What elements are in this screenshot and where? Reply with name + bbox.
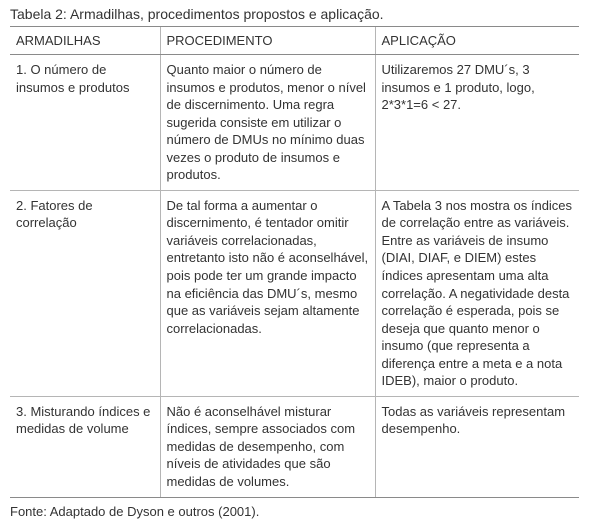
col-header-aplicacao: APLICAÇÃO [375, 27, 579, 55]
table-source: Fonte: Adaptado de Dyson e outros (2001)… [10, 504, 579, 519]
cell-armadilha: 2. Fatores de correlação [10, 190, 160, 396]
col-header-procedimento: PROCEDIMENTO [160, 27, 375, 55]
table-row: 2. Fatores de correlação De tal forma a … [10, 190, 579, 396]
table-header-row: ARMADILHAS PROCEDIMENTO APLICAÇÃO [10, 27, 579, 55]
pitfalls-table: ARMADILHAS PROCEDIMENTO APLICAÇÃO 1. O n… [10, 26, 579, 498]
cell-aplicacao: A Tabela 3 nos mostra os índices de corr… [375, 190, 579, 396]
cell-aplicacao: Utilizaremos 27 DMU´s, 3 insumos e 1 pro… [375, 55, 579, 191]
cell-procedimento: Não é aconselhável misturar índices, sem… [160, 396, 375, 497]
cell-procedimento: De tal forma a aumentar o discernimento,… [160, 190, 375, 396]
table-container: Tabela 2: Armadilhas, procedimentos prop… [0, 0, 589, 529]
table-row: 1. O número de insumos e produtos Quanto… [10, 55, 579, 191]
cell-aplicacao: Todas as variáveis representam desempenh… [375, 396, 579, 497]
col-header-armadilhas: ARMADILHAS [10, 27, 160, 55]
cell-armadilha: 1. O número de insumos e produtos [10, 55, 160, 191]
cell-procedimento: Quanto maior o número de insumos e produ… [160, 55, 375, 191]
table-caption: Tabela 2: Armadilhas, procedimentos prop… [10, 6, 579, 22]
cell-armadilha: 3. Misturando índices e medidas de volum… [10, 396, 160, 497]
table-row: 3. Misturando índices e medidas de volum… [10, 396, 579, 497]
